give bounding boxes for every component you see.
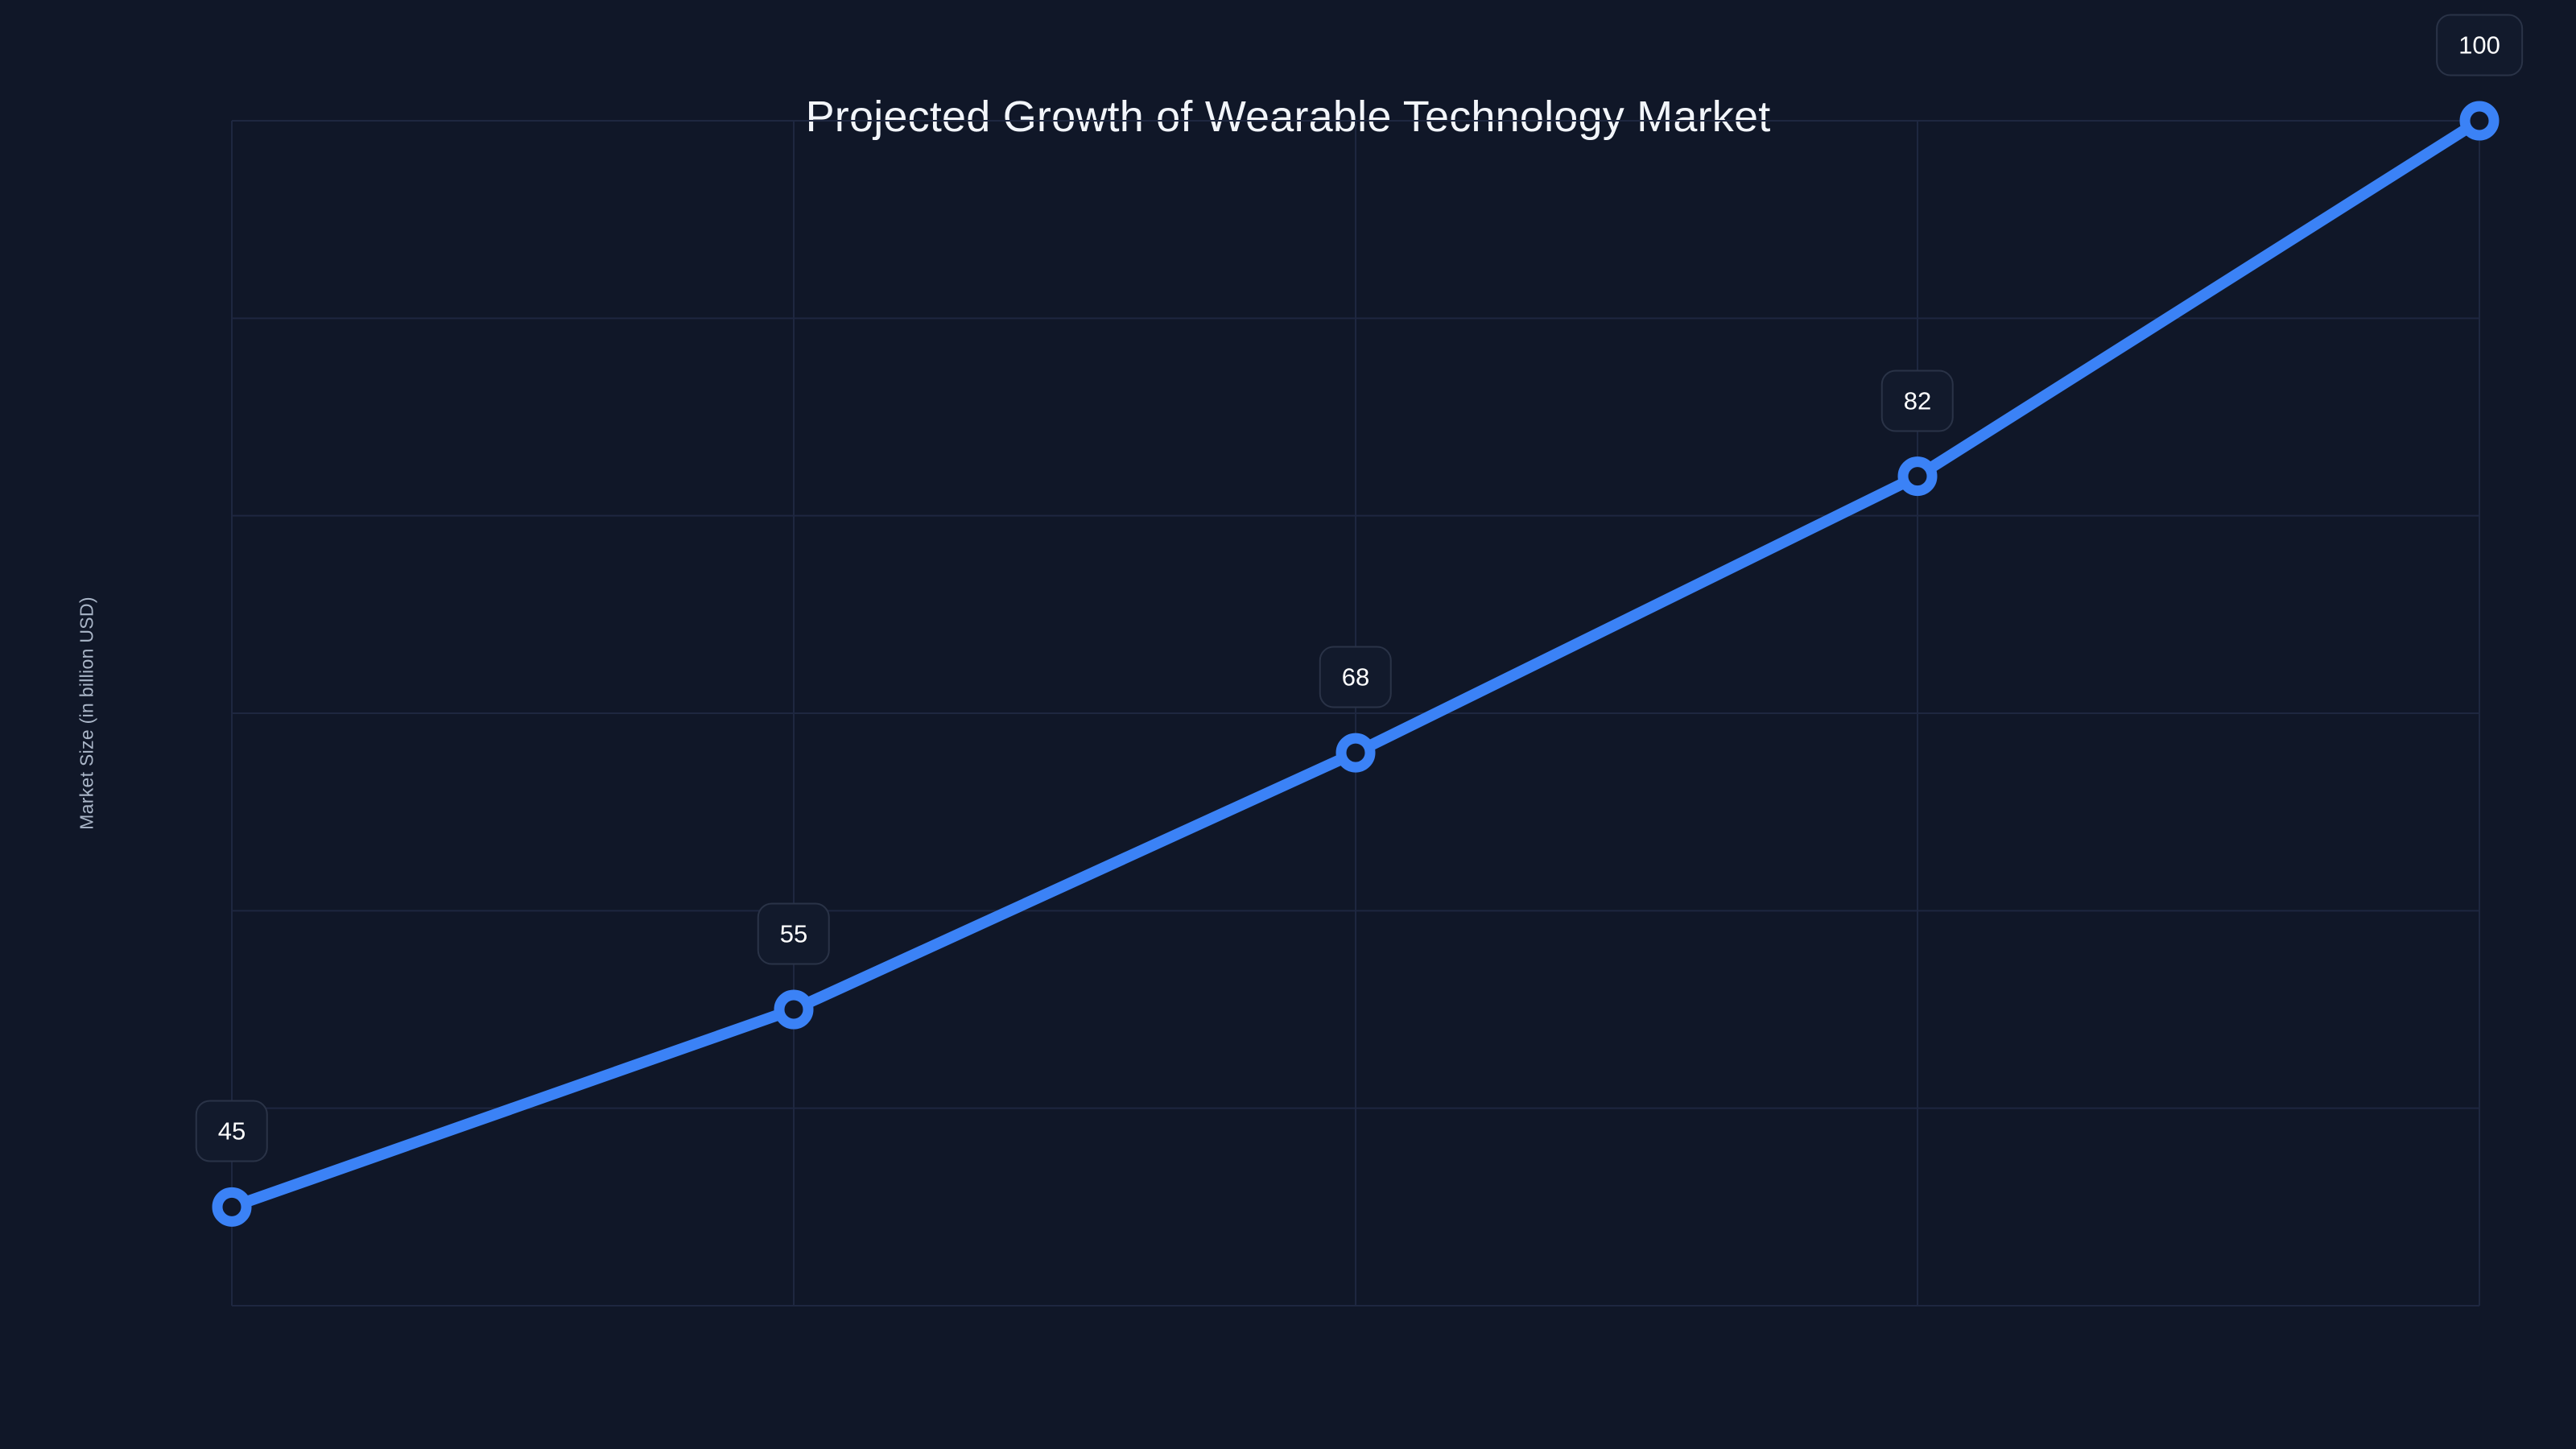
chart-svg — [232, 121, 2479, 1306]
data-point-marker[interactable] — [217, 1192, 246, 1221]
data-point-marker[interactable] — [1341, 738, 1370, 767]
gridlines — [232, 121, 2479, 1306]
y-axis-label: Market Size (in billion USD) — [76, 597, 97, 830]
data-point-markers — [217, 106, 2494, 1221]
chart-title: Projected Growth of Wearable Technology … — [805, 93, 1771, 141]
data-point-value-badge: 100 — [2436, 14, 2523, 76]
data-point-value-badge: 55 — [757, 902, 831, 965]
data-point-marker[interactable] — [1903, 462, 1932, 491]
data-point-value-badge: 82 — [1880, 369, 1955, 432]
data-point-marker[interactable] — [779, 995, 808, 1024]
plot-area: 100908070605040 20232024202520262027 455… — [195, 14, 2523, 1306]
data-point-value-badge: 45 — [195, 1100, 269, 1162]
data-point-value-badge: 68 — [1319, 646, 1393, 708]
data-point-marker[interactable] — [2465, 106, 2494, 135]
